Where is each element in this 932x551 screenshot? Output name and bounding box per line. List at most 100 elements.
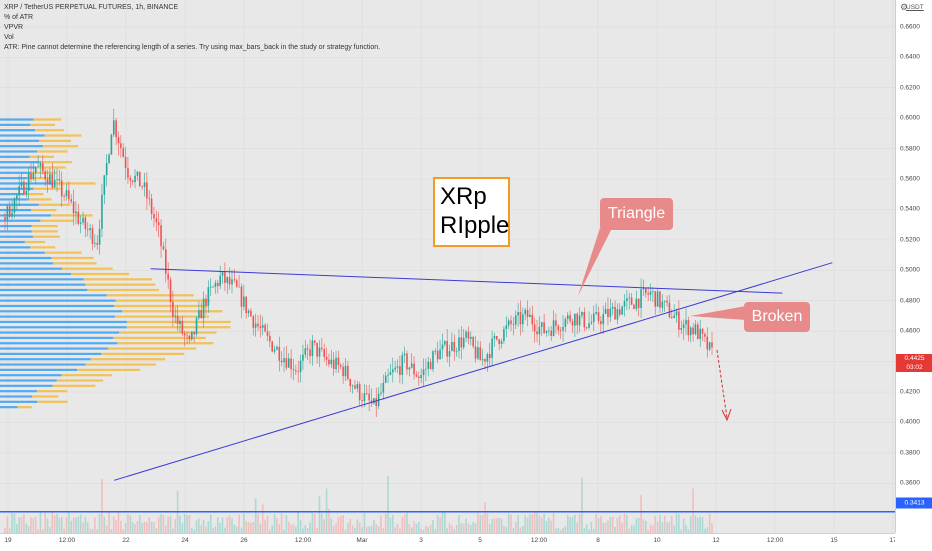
vp-bar-up <box>0 224 32 228</box>
chart-area[interactable]: XRP / TetherUS PERPETUAL FUTURES, 1h, BI… <box>0 0 895 533</box>
candle-body <box>663 300 666 302</box>
vp-bar-up <box>0 379 57 382</box>
candle-body <box>120 143 122 149</box>
volume-bar <box>96 529 99 533</box>
vp-bar-down <box>117 342 214 345</box>
candle-body <box>652 291 654 293</box>
volume-bar <box>245 521 247 533</box>
volume-bar <box>384 513 387 533</box>
vp-bar-down <box>29 155 54 158</box>
vp-bar-down <box>31 171 58 174</box>
volume-bar <box>365 526 368 533</box>
candle-body <box>382 382 385 393</box>
candle-body <box>214 282 217 287</box>
vp-bar-down <box>71 272 130 276</box>
price-tick-label: 0.5800 <box>900 145 920 153</box>
volume-bar <box>148 517 151 533</box>
candle-body <box>708 342 711 350</box>
candle-body <box>16 195 18 199</box>
legend-indicator-atr[interactable]: % of ATR <box>4 14 34 21</box>
time-axis[interactable]: 19 12:00 22 24 26 12:00 Mar 3 5 12:00 8 10 12 12:00 15… <box>0 533 897 551</box>
vp-bar-up <box>0 219 41 222</box>
legend-title[interactable]: XRP / TetherUS PERPETUAL FUTURES, 1h, BI… <box>4 4 179 11</box>
candle-body <box>486 354 489 362</box>
candle-body <box>162 246 165 250</box>
volume-bar <box>417 522 420 533</box>
volume-bar <box>347 523 349 533</box>
triangle-callout[interactable]: Triangle <box>600 198 673 230</box>
vp-bar-up <box>0 299 116 302</box>
candle-body <box>150 198 153 214</box>
volume-bar <box>127 514 129 533</box>
candle-body <box>592 313 595 323</box>
volume-bar <box>519 527 522 533</box>
gear-icon[interactable]: ⚙ <box>900 2 909 12</box>
candle-body <box>491 338 493 359</box>
volume-bar <box>91 529 94 533</box>
candle-body <box>503 328 505 342</box>
volume-bar <box>652 525 654 533</box>
time-tick-label: 26 <box>240 537 248 544</box>
candle-body <box>146 182 148 199</box>
volume-bar <box>188 514 191 533</box>
vp-bar-down <box>90 358 165 361</box>
candle-body <box>122 148 125 157</box>
candle-body <box>231 279 233 285</box>
candle-body <box>351 385 354 387</box>
candle-body <box>285 358 288 368</box>
candle-body <box>212 286 214 288</box>
candle-body <box>332 359 335 370</box>
volume-bar <box>39 512 42 533</box>
volume-bar <box>621 523 623 533</box>
candle-body <box>42 163 44 172</box>
candle-body <box>354 385 356 389</box>
candle-body <box>522 314 524 325</box>
legend-indicator-vol[interactable]: Vol <box>4 34 14 41</box>
candle-body <box>103 175 106 195</box>
candle-body <box>349 379 352 387</box>
volume-bar <box>11 513 13 533</box>
volume-bar <box>559 529 562 533</box>
candle-body <box>259 326 262 328</box>
volume-bar <box>358 522 361 533</box>
vp-bar-down <box>85 363 156 366</box>
time-tick-label: 22 <box>122 537 130 544</box>
candle-body <box>493 336 496 339</box>
candle-body <box>514 315 517 325</box>
volume-bar <box>408 523 411 533</box>
volume-bar <box>642 519 645 533</box>
volume-bar <box>264 519 266 533</box>
volume-bar <box>592 529 595 533</box>
price-tick-label: 0.5400 <box>900 205 920 213</box>
price-axis[interactable]: ⚙ USDT 0.6600 0.6400 0.6200 0.6000 0.5800 0.5… <box>895 0 932 533</box>
candle-body <box>157 222 160 226</box>
volume-bar <box>110 529 113 533</box>
candle-body <box>512 323 515 325</box>
volume-bar <box>273 514 276 533</box>
candle-body <box>240 286 243 307</box>
candle-body <box>687 320 690 336</box>
currency-unit[interactable]: USDT <box>906 4 924 11</box>
vp-bar-up <box>0 363 86 366</box>
vp-bar-down <box>30 246 56 249</box>
broken-callout[interactable]: Broken <box>744 302 810 332</box>
candle-body <box>344 365 347 377</box>
volume-bar <box>240 527 243 533</box>
vp-bar-down <box>44 251 82 254</box>
vp-bar-up <box>0 267 63 270</box>
vp-bar-up <box>0 368 77 371</box>
volume-bar <box>49 527 51 533</box>
time-tick-label: 19 <box>4 537 12 544</box>
volume-bar <box>399 528 401 533</box>
volume-bar <box>467 523 470 533</box>
candle-body <box>472 336 474 347</box>
volume-bar <box>181 523 184 533</box>
price-chart[interactable] <box>0 0 895 533</box>
volume-bar <box>633 525 635 533</box>
legend-indicator-vpvr[interactable]: VPVR <box>4 24 24 31</box>
volume-bar <box>183 513 186 533</box>
candle-body <box>299 360 302 372</box>
candle-body <box>20 181 23 187</box>
xrp-ripple-box[interactable]: XRp RIpple <box>433 177 510 247</box>
candle-body <box>441 344 444 350</box>
